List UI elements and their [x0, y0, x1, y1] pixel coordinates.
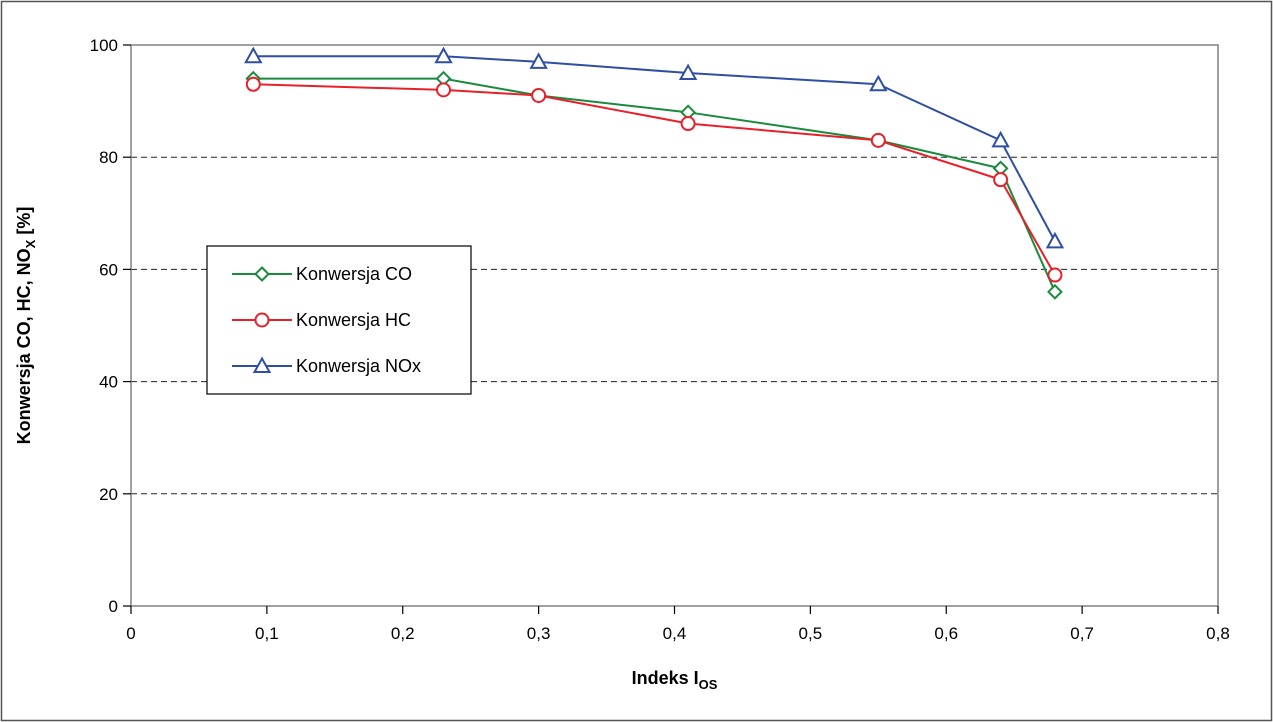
data-point-konwersja-hc [245, 76, 261, 92]
series-konwersja-hc [245, 76, 1063, 283]
data-point-konwersja-nox [869, 74, 888, 92]
series-group [244, 46, 1065, 300]
data-point-konwersja-hc [1047, 267, 1063, 283]
axes: 0 20 40 60 80 100 0 0,1 0,2 0,3 0,4 0,5 0,6 0,7 0,8 [90, 36, 1230, 643]
data-point-konwersja-nox [1045, 231, 1065, 249]
legend-label: Konwersja NOx [296, 356, 421, 376]
y-axis-title-suffix: [%] [14, 207, 34, 240]
data-point-konwersja-hc [680, 116, 696, 132]
y-tick-label: 60 [99, 260, 118, 279]
legend-label: Konwersja CO [296, 264, 412, 284]
y-tick-label: 40 [99, 373, 118, 392]
x-tick-label: 0,8 [1206, 624, 1230, 643]
y-axis-title-main: Konwersja CO, HC, NO [14, 248, 34, 444]
data-point-konwersja-hc [993, 172, 1009, 188]
x-axis-title-main: Indeks I [632, 668, 699, 688]
x-tick-label: 0,3 [527, 624, 551, 643]
legend-marker-konwersja-nox [252, 356, 272, 373]
legend-marker-konwersja-co [254, 266, 270, 282]
x-tick-label: 0,1 [255, 624, 279, 643]
data-point-konwersja-nox [529, 52, 548, 69]
legend-entry-konwersja-hc: Konwersja HC [232, 310, 411, 330]
x-tick-label: 0,7 [1070, 624, 1094, 643]
y-tick-label: 80 [99, 148, 118, 167]
x-tick-label: 0 [126, 624, 135, 643]
data-point-konwersja-hc [870, 132, 886, 148]
data-point-konwersja-hc [436, 82, 452, 98]
legend-marker-konwersja-hc [254, 312, 270, 328]
series-konwersja-nox [244, 46, 1065, 249]
x-tick-label: 0,6 [934, 624, 958, 643]
x-tick-label: 0,4 [663, 624, 687, 643]
x-axis-title: Indeks IOS [632, 668, 718, 692]
x-tick-label: 0,5 [799, 624, 823, 643]
y-axis-title: Konwersja CO, HC, NOX [%] [14, 207, 38, 445]
data-point-konwersja-nox [991, 130, 1010, 148]
y-tick-label: 100 [90, 36, 118, 55]
data-point-konwersja-nox [678, 63, 698, 81]
legend: Konwersja CO Konwersja HC Konwersja NOx [206, 245, 472, 395]
y-tick-label: 20 [99, 485, 118, 504]
y-axis-title-subscript: X [23, 239, 38, 248]
legend-entry-konwersja-co: Konwersja CO [232, 264, 412, 284]
legend-entry-konwersja-nox: Konwersja NOx [232, 356, 421, 376]
data-point-konwersja-nox [434, 46, 453, 64]
legend-label: Konwersja HC [296, 310, 411, 330]
x-axis-title-subscript: OS [699, 677, 718, 692]
x-tick-label: 0,2 [391, 624, 415, 643]
data-point-konwersja-hc [531, 87, 547, 103]
data-point-konwersja-nox [244, 46, 263, 64]
y-tick-label: 0 [109, 597, 118, 616]
data-point-konwersja-co [1047, 283, 1063, 300]
